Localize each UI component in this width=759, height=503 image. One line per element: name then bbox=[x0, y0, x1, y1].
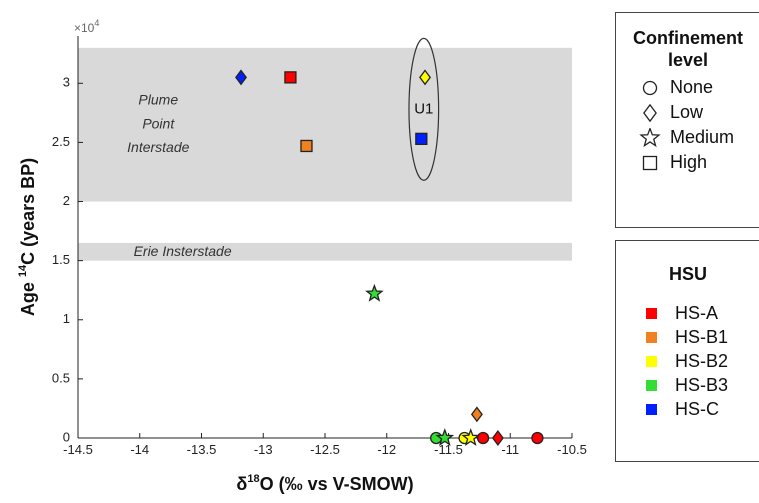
hsu-legend-label: HS-C bbox=[675, 398, 719, 419]
diamond-icon bbox=[638, 103, 664, 123]
hsu-legend-title: HSU bbox=[668, 264, 707, 284]
y-axis-label: Age 14C (years BP) bbox=[17, 158, 38, 316]
confinement-legend-title-line-1: Confinement bbox=[633, 28, 743, 48]
y-tick-label: 2.5 bbox=[52, 134, 70, 149]
legend-marker bbox=[639, 127, 661, 147]
confinement-legend-item-medium: Medium bbox=[638, 125, 759, 150]
hsu-legend-item-hs-b1: HS-B1 bbox=[646, 325, 759, 349]
color-swatch bbox=[646, 355, 657, 367]
band-label: Erie Insterstade bbox=[134, 243, 232, 259]
hsu-legend-items: HS-A HS-B1 HS-B2 HS-B3 HS-C bbox=[646, 301, 759, 421]
annotation-layer: U1 bbox=[408, 37, 440, 181]
data-point bbox=[419, 69, 432, 86]
band-1 bbox=[78, 47, 572, 202]
hsu-legend-item-hs-b3: HS-B3 bbox=[646, 373, 759, 397]
band-label: Interstade bbox=[127, 139, 189, 155]
data-point bbox=[531, 431, 544, 445]
legend-marker bbox=[642, 155, 658, 170]
data-point bbox=[235, 69, 247, 86]
annotation-ellipse bbox=[408, 37, 440, 181]
x-tick-label: -14 bbox=[130, 442, 149, 457]
x-tick-label: -12 bbox=[377, 442, 396, 457]
legend-marker bbox=[642, 80, 658, 95]
confinement-legend-label: Medium bbox=[670, 127, 735, 147]
circle-icon bbox=[638, 78, 664, 98]
points-layer bbox=[235, 69, 544, 446]
confinement-legend-item-low: Low bbox=[638, 100, 759, 125]
square-icon bbox=[638, 153, 664, 173]
data-point bbox=[415, 132, 428, 146]
annotation-label: U1 bbox=[414, 100, 433, 117]
y-tick-label: 0 bbox=[63, 429, 70, 444]
confinement-legend-item-none: None bbox=[638, 75, 759, 100]
star-icon bbox=[638, 127, 664, 148]
confinement-legend-label: None bbox=[670, 77, 714, 97]
hsu-legend-item-hs-c: HS-C bbox=[646, 397, 759, 421]
y-tick-label: 0.5 bbox=[52, 370, 70, 385]
confinement-legend-title-line-2: level bbox=[667, 50, 709, 70]
hsu-legend-item-hs-b2: HS-B2 bbox=[646, 349, 759, 373]
data-point bbox=[284, 71, 297, 84]
hsu-legend-label: HS-A bbox=[675, 302, 719, 323]
x-tick-label: -14.5 bbox=[63, 442, 93, 457]
color-swatch bbox=[646, 307, 657, 319]
y-tick-label: 1.5 bbox=[52, 252, 70, 267]
band-2 bbox=[78, 242, 572, 261]
hsu-legend: HSU HS-A HS-B1 HS-B2 HS-B3 HS-C bbox=[615, 240, 759, 462]
y-tick-label: 3 bbox=[63, 75, 70, 90]
x-tick-label: -13.5 bbox=[187, 442, 217, 457]
confinement-legend-items: None Low Medium High bbox=[638, 75, 759, 175]
y-multiplier-label: ×104 bbox=[74, 18, 99, 35]
color-swatch bbox=[646, 331, 657, 343]
data-point bbox=[476, 431, 490, 445]
band-label: Point bbox=[142, 115, 175, 131]
x-tick-label: -11 bbox=[501, 442, 519, 457]
confinement-legend-title: Confinement level bbox=[616, 27, 759, 71]
data-point bbox=[435, 428, 455, 446]
x-tick-label: -13 bbox=[254, 442, 273, 457]
data-point bbox=[300, 139, 313, 153]
bands-layer: Plume Point Interstade Erie Insterstade bbox=[78, 47, 572, 261]
x-tick-label: -10.5 bbox=[557, 442, 587, 457]
axes-layer: -14.5 -14 -13.5 -13 -12.5 -12 -11.5 -11 -10.5 0 0.… bbox=[17, 18, 587, 494]
x-tick-label: -12.5 bbox=[310, 442, 340, 457]
data-point bbox=[470, 406, 483, 423]
color-swatch bbox=[646, 379, 657, 391]
x-tick-label: -11.5 bbox=[434, 442, 463, 457]
legend-marker bbox=[643, 103, 657, 122]
hsu-legend-label: HS-B2 bbox=[675, 350, 729, 371]
confinement-legend-label: Low bbox=[670, 102, 704, 122]
confinement-legend: Confinement level None Low Medium High bbox=[615, 12, 759, 228]
y-tick-label: 2 bbox=[63, 193, 70, 208]
data-point bbox=[461, 428, 481, 446]
hsu-legend-label: HS-B1 bbox=[675, 326, 729, 347]
data-point bbox=[365, 283, 384, 302]
hsu-legend-label: HS-B3 bbox=[675, 374, 729, 395]
data-point bbox=[491, 430, 504, 446]
x-axis-label: δ18O (‰ vs V-SMOW) bbox=[236, 473, 413, 494]
band-label: Plume bbox=[138, 92, 178, 108]
hsu-legend-item-hs-a: HS-A bbox=[646, 301, 759, 325]
confinement-legend-item-high: High bbox=[638, 150, 759, 175]
color-swatch bbox=[646, 403, 657, 415]
y-tick-label: 1 bbox=[63, 311, 70, 326]
confinement-legend-label: High bbox=[670, 152, 708, 172]
